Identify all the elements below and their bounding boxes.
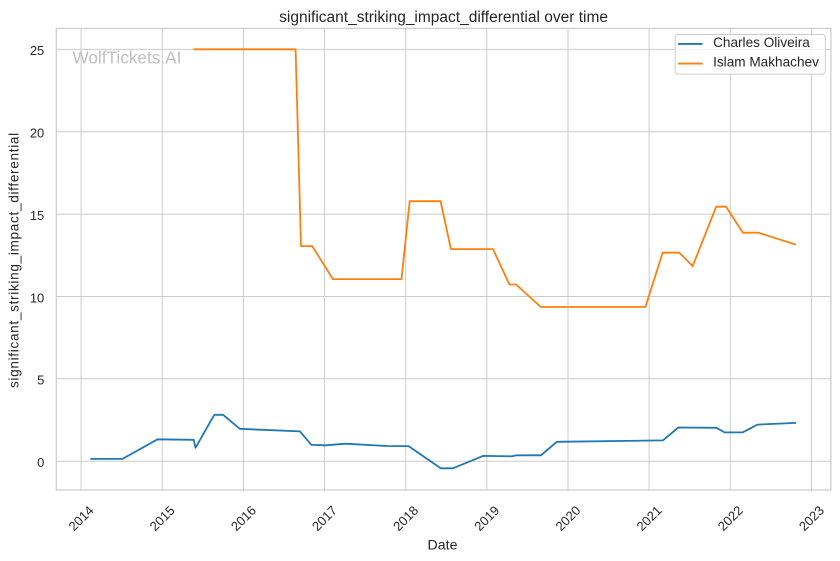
svg-text:significant_striking_impact_di: significant_striking_impact_differential… — [279, 9, 608, 26]
svg-text:Islam Makhachev: Islam Makhachev — [713, 55, 819, 70]
svg-text:25: 25 — [30, 43, 44, 58]
svg-text:5: 5 — [37, 373, 44, 388]
svg-text:Date: Date — [428, 537, 458, 553]
svg-text:0: 0 — [37, 455, 44, 470]
svg-text:20: 20 — [30, 126, 44, 141]
svg-text:10: 10 — [30, 290, 44, 305]
svg-text:Charles Oliveira: Charles Oliveira — [713, 35, 810, 50]
svg-text:15: 15 — [30, 208, 44, 223]
svg-text:significant_striking_impact_di: significant_striking_impact_differential — [7, 132, 22, 388]
svg-text:WolfTickets.AI: WolfTickets.AI — [73, 48, 182, 68]
